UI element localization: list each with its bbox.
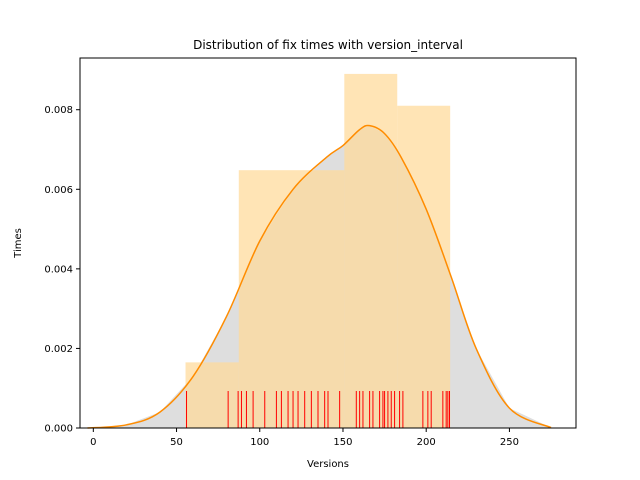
x-axis: 0 50 100 150 200 250 — [90, 428, 519, 448]
x-axis-label: Versions — [307, 459, 349, 470]
kde-curve — [87, 124, 552, 429]
x-tick-label-50: 50 — [170, 437, 183, 448]
chart-title: Distribution of fix times with version_i… — [193, 38, 463, 52]
x-tick-label-150: 150 — [333, 437, 352, 448]
y-axis-label: Times — [13, 228, 24, 259]
histogram-bar-4 — [397, 105, 451, 428]
x-tick-label-200: 200 — [417, 437, 436, 448]
histogram-bar-3 — [344, 73, 398, 429]
x-tick-label-0: 0 — [90, 437, 96, 448]
histogram-bar-2 — [238, 170, 345, 428]
y-tick-label-0: 0.000 — [44, 424, 73, 435]
y-axis: 0.000 0.002 0.004 0.006 0.008 — [44, 105, 80, 435]
y-tick-label-4: 0.008 — [44, 105, 73, 116]
histogram-bar-1 — [185, 362, 239, 428]
x-tick-label-250: 250 — [500, 437, 519, 448]
plot-layer — [87, 73, 552, 429]
y-tick-label-2: 0.004 — [44, 264, 73, 275]
plot-frame — [79, 57, 577, 429]
y-tick-label-1: 0.002 — [44, 344, 73, 355]
y-tick-label-3: 0.006 — [44, 185, 73, 196]
x-tick-label-100: 100 — [250, 437, 269, 448]
